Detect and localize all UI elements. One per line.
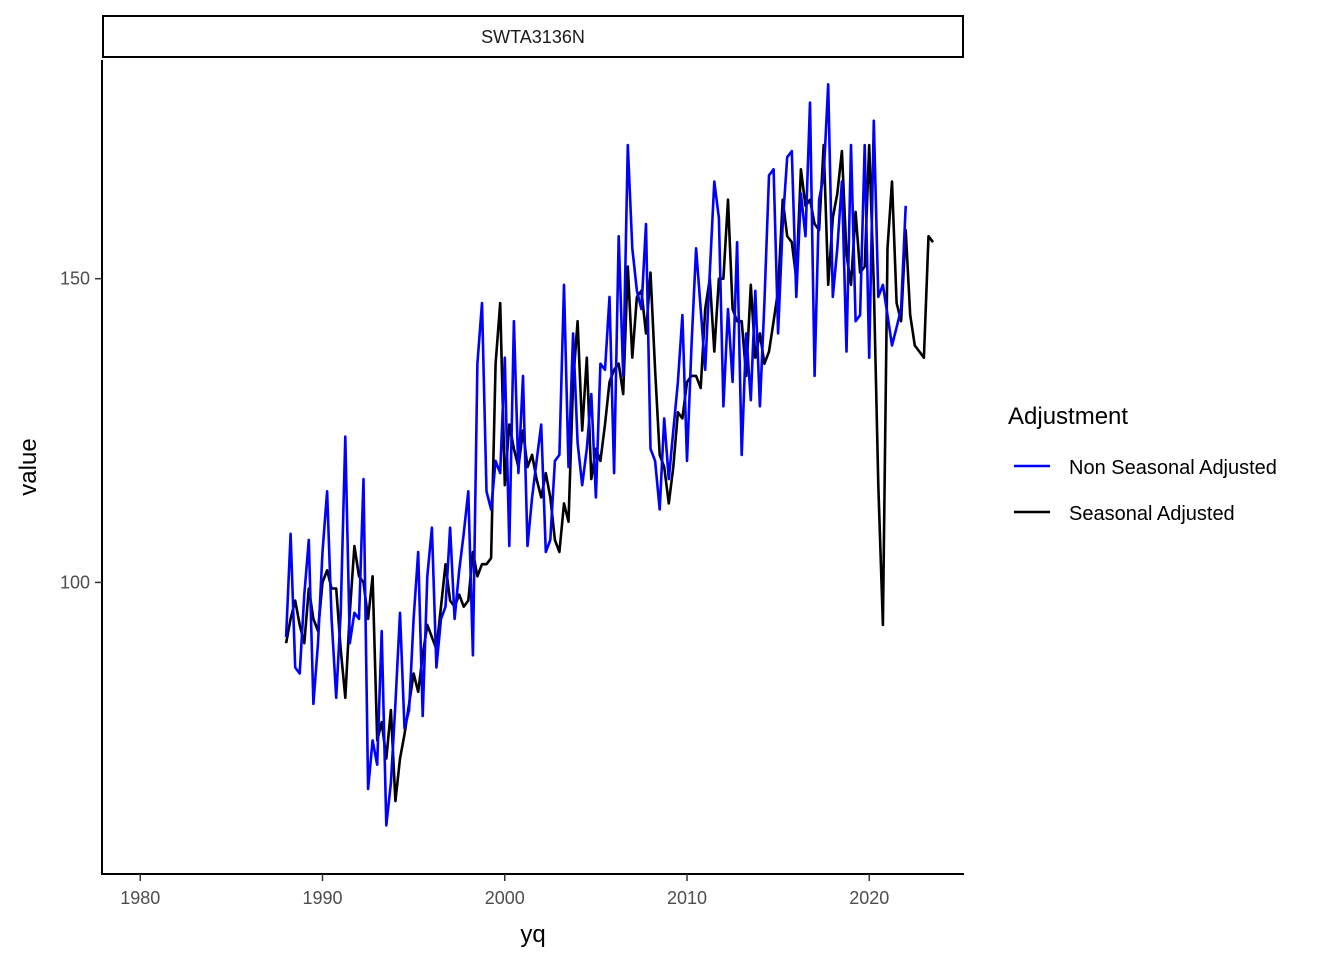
x-tick-label: 2000 — [485, 888, 525, 908]
x-axis-title: yq — [520, 921, 545, 948]
series-layer — [284, 83, 935, 827]
legend-title: Adjustment — [1008, 403, 1128, 430]
y-tick-label: 150 — [60, 269, 90, 289]
facet-strip-label: SWTA3136N — [481, 27, 585, 47]
legend: Adjustment Non Seasonal Adjusted Seasona… — [1008, 403, 1277, 525]
x-tick-label: 2010 — [667, 888, 707, 908]
series-line-seasonal-adjusted — [284, 143, 935, 803]
legend-label-non-seasonal: Non Seasonal Adjusted — [1069, 457, 1277, 479]
x-tick-label: 1990 — [302, 888, 342, 908]
y-axis-ticks: 100 150 — [60, 269, 102, 592]
x-axis-ticks: 1980 1990 2000 2010 2020 — [120, 874, 889, 908]
legend-label-seasonal: Seasonal Adjusted — [1069, 503, 1235, 525]
x-tick-label: 2020 — [849, 888, 889, 908]
facet-strip — [102, 15, 964, 58]
series-line-non-seasonal-adjusted — [284, 83, 907, 827]
x-tick-label: 1980 — [120, 888, 160, 908]
y-tick-label: 100 — [60, 572, 90, 592]
y-axis-title: value — [15, 438, 42, 495]
